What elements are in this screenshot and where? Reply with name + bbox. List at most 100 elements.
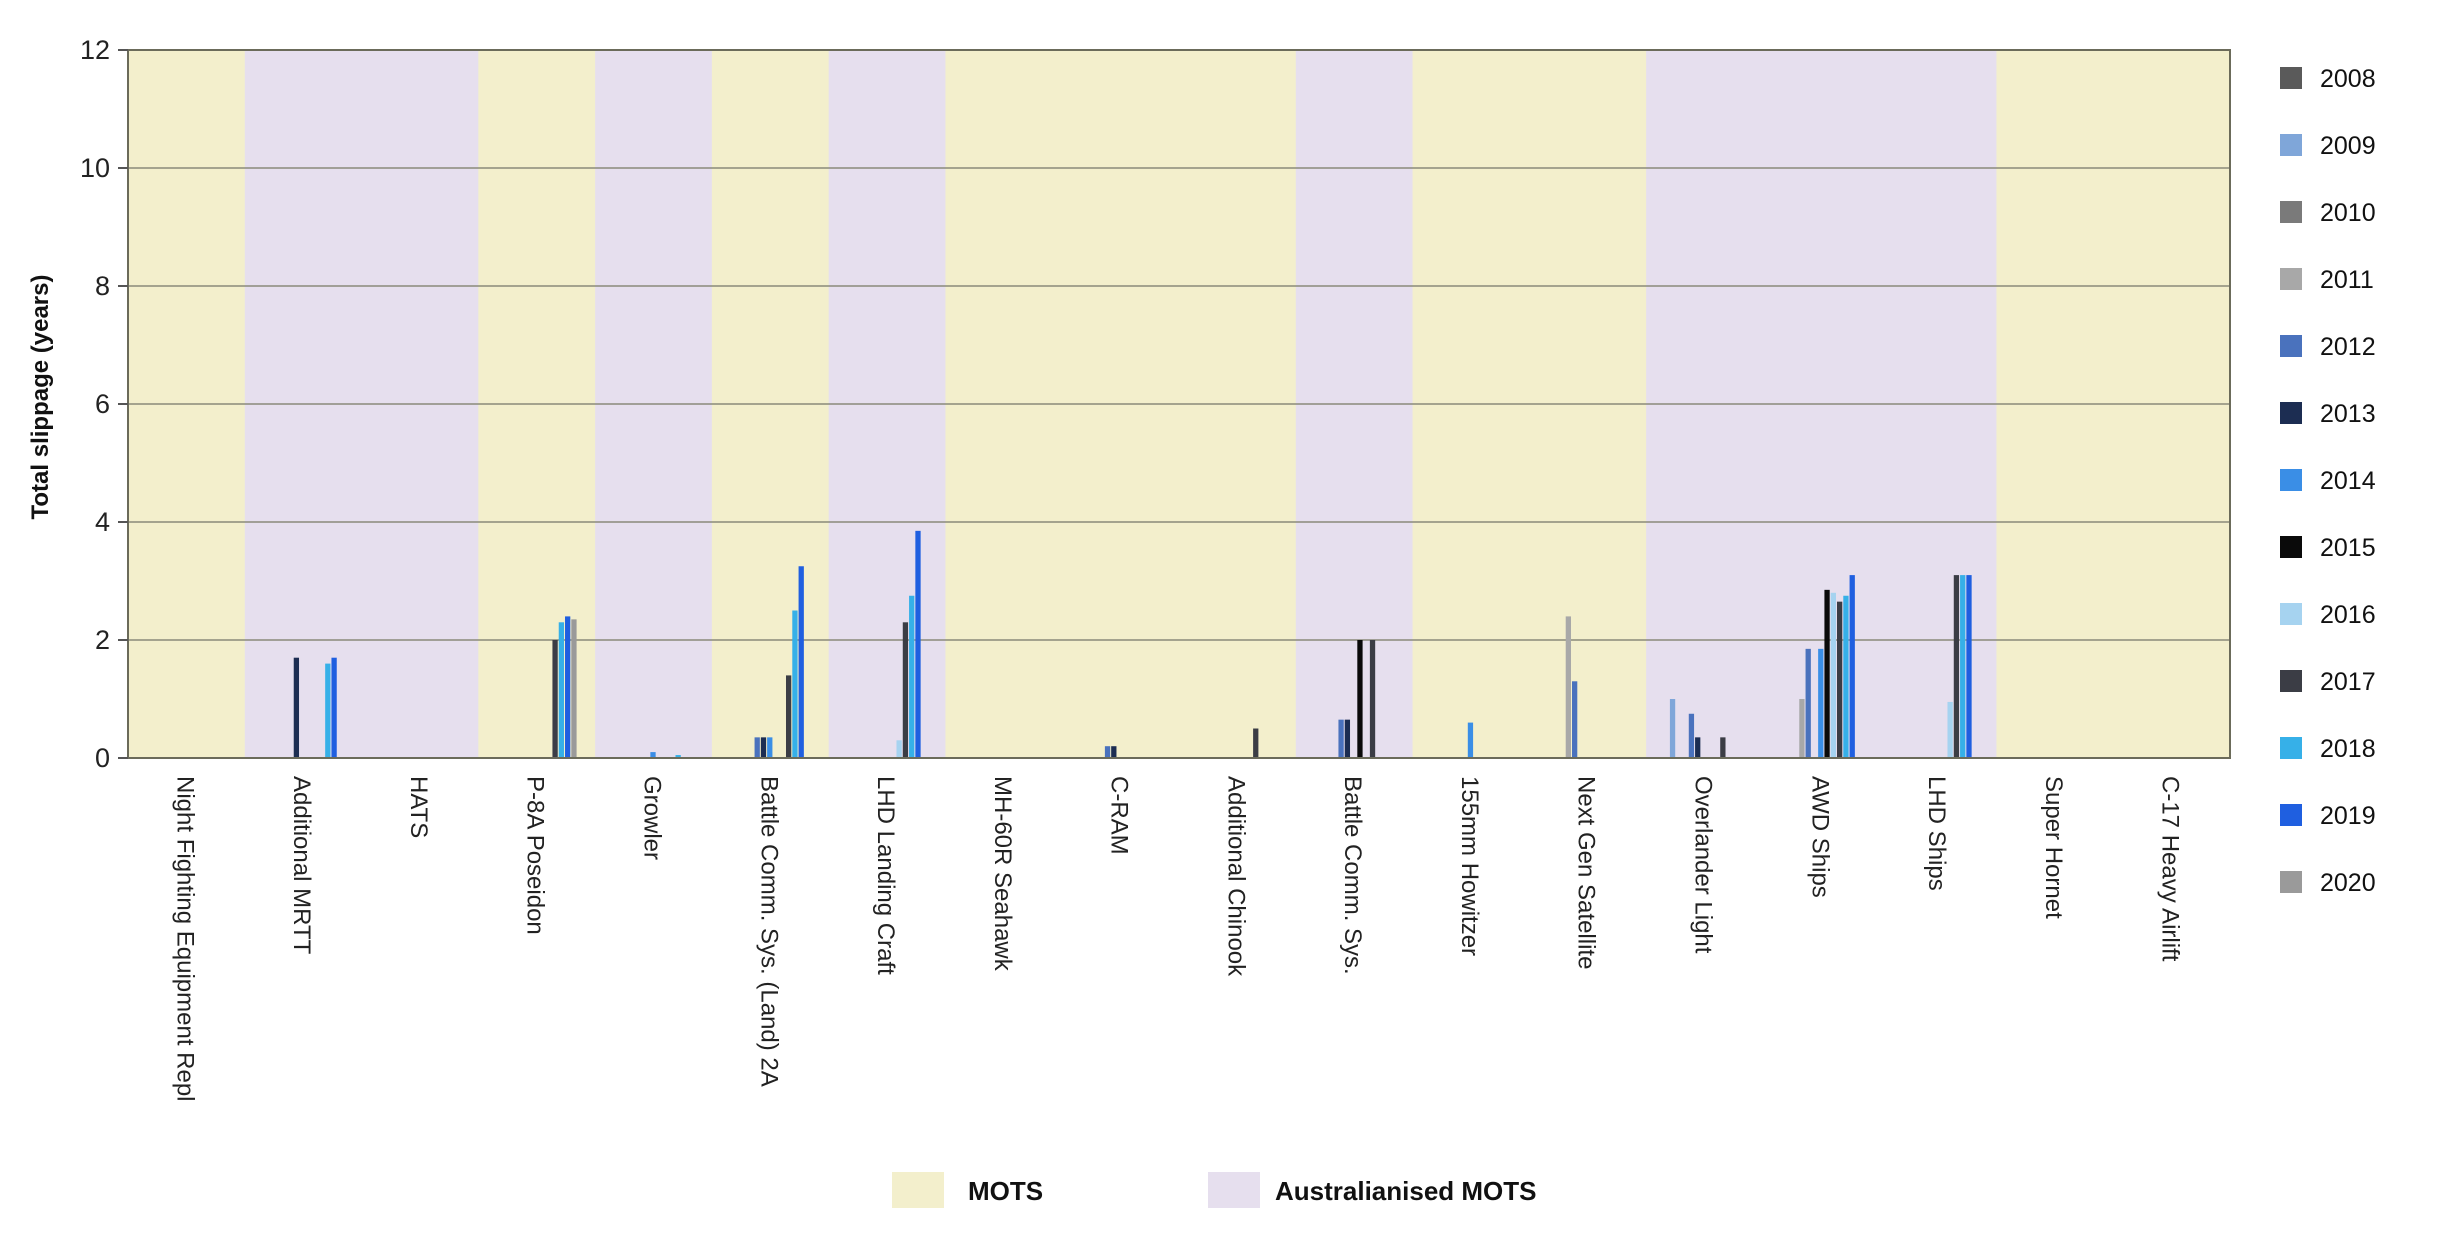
y-tick-label: 12: [80, 35, 110, 65]
legend-label-2012: 2012: [2320, 333, 2376, 361]
x-tick-label: Overlander Light: [1690, 776, 1717, 954]
legend-swatch-2011: [2280, 268, 2302, 290]
legend: 2008 2009 2010 2011 2012 2013 2014 2015 2016 2017…: [2280, 65, 2376, 897]
bar-2017: [1253, 728, 1259, 758]
bar-2015: [1357, 640, 1363, 758]
bar-2018: [325, 663, 331, 758]
legend-swatch-2018: [2280, 737, 2302, 759]
bar-2017: [785, 675, 792, 758]
x-tick-label: Growler: [639, 776, 666, 860]
bar-2009: [1669, 699, 1676, 758]
bar-2013: [760, 737, 767, 758]
bar-2020: [571, 619, 577, 758]
bar-2014: [1818, 648, 1824, 758]
legend-label-2016: 2016: [2320, 601, 2376, 629]
bars: [293, 530, 1972, 758]
bar-2017: [902, 622, 909, 758]
legend-label-2009: 2009: [2320, 132, 2376, 160]
legend-label-2017: 2017: [2320, 668, 2376, 696]
bar-2019: [331, 657, 337, 758]
x-tick-label: HATS: [405, 776, 432, 838]
y-tick-label: 0: [95, 743, 110, 773]
x-tick-label: AWD Ships: [1806, 776, 1833, 898]
bar-2018: [909, 595, 915, 758]
bar-2012: [1805, 648, 1811, 758]
band-legend-label: MOTS: [968, 1176, 1043, 1206]
x-tick-label: P-8A Poseidon: [522, 776, 549, 935]
bar-2012: [1104, 746, 1111, 758]
legend-label-2010: 2010: [2320, 199, 2376, 227]
axes: [118, 49, 2231, 759]
bar-2018: [675, 755, 681, 758]
bar-2017: [552, 640, 558, 758]
legend-swatch-2014: [2280, 469, 2302, 491]
x-tick-label: LHD Landing Craft: [872, 776, 899, 975]
band-legend: MOTS Australianised MOTS: [892, 1172, 1537, 1208]
legend-swatch-2009: [2280, 134, 2302, 156]
x-tick-label: Super Hornet: [2040, 776, 2067, 919]
legend-label-2011: 2011: [2320, 266, 2374, 294]
y-tick-label: 10: [80, 153, 110, 183]
legend-swatch-2017: [2280, 670, 2302, 692]
bar-2012: [1688, 713, 1695, 758]
bar-2014: [767, 737, 773, 758]
bar-2019: [798, 566, 804, 758]
legend-label-2018: 2018: [2320, 735, 2376, 763]
bar-2016: [896, 740, 902, 758]
bar-2018: [1843, 595, 1849, 758]
bar-2014: [1467, 722, 1474, 758]
legend-swatch-2013: [2280, 402, 2302, 424]
x-tick-label: Additional Chinook: [1222, 776, 1249, 977]
bar-2019: [915, 530, 921, 758]
x-tick-label: MH-60R Seahawk: [989, 776, 1016, 972]
bar-2012: [754, 737, 760, 758]
legend-swatch-2015: [2280, 536, 2302, 558]
bar-2017: [1369, 640, 1376, 758]
legend-swatch-2012: [2280, 335, 2302, 357]
x-tick-label: Night Fighting Equipment Repl: [171, 776, 198, 1102]
legend-swatch-2020: [2280, 871, 2302, 893]
x-tick-label: C-RAM: [1106, 776, 1133, 855]
y-axis-label: Total slippage (years): [27, 275, 54, 520]
bar-2018: [1960, 575, 1966, 758]
bar-2013: [1695, 737, 1701, 758]
bar-2019: [1966, 575, 1972, 758]
bar-2011: [1565, 616, 1572, 758]
y-tick-label: 4: [95, 507, 110, 537]
legend-label-2019: 2019: [2320, 802, 2376, 830]
x-tick-label: Battle Comm. Sys.: [1339, 776, 1366, 975]
bar-2016: [1830, 592, 1836, 758]
x-tick-label: C-17 Heavy Airlift: [2157, 776, 2184, 962]
band-legend-swatch: [892, 1172, 944, 1208]
legend-label-2013: 2013: [2320, 400, 2376, 428]
x-tick-label: Additional MRTT: [288, 776, 315, 955]
legend-label-2014: 2014: [2320, 467, 2376, 495]
x-tick-label: 155mm Howitzer: [1456, 776, 1483, 956]
legend-swatch-2019: [2280, 804, 2302, 826]
bar-2013: [293, 657, 300, 758]
bar-2016: [1947, 701, 1953, 758]
y-tick-label: 2: [95, 625, 110, 655]
bar-2018: [792, 610, 798, 758]
bar-2019: [1849, 575, 1855, 758]
legend-swatch-2008: [2280, 67, 2302, 89]
legend-label-2020: 2020: [2320, 869, 2376, 897]
bar-2013: [1344, 719, 1351, 758]
x-tick-labels: Night Fighting Equipment Repl Additional …: [171, 776, 2183, 1102]
legend-label-2015: 2015: [2320, 534, 2376, 562]
bar-2011: [1799, 699, 1805, 758]
bar-2018: [558, 622, 565, 758]
bar-2012: [1572, 681, 1578, 758]
legend-label-2008: 2008: [2320, 65, 2376, 93]
legend-swatch-2010: [2280, 201, 2302, 223]
x-tick-label: LHD Ships: [1923, 776, 1950, 891]
x-tick-label: Battle Comm. Sys. (Land) 2A: [755, 776, 782, 1087]
bar-2017: [1836, 601, 1843, 758]
legend-swatch-2016: [2280, 603, 2302, 625]
y-tick-labels: 0 2 4 6 8 10 12: [80, 35, 110, 773]
bar-2013: [1111, 746, 1117, 758]
bar-2015: [1824, 589, 1830, 758]
y-tick-label: 6: [95, 389, 110, 419]
y-tick-label: 8: [95, 271, 110, 301]
